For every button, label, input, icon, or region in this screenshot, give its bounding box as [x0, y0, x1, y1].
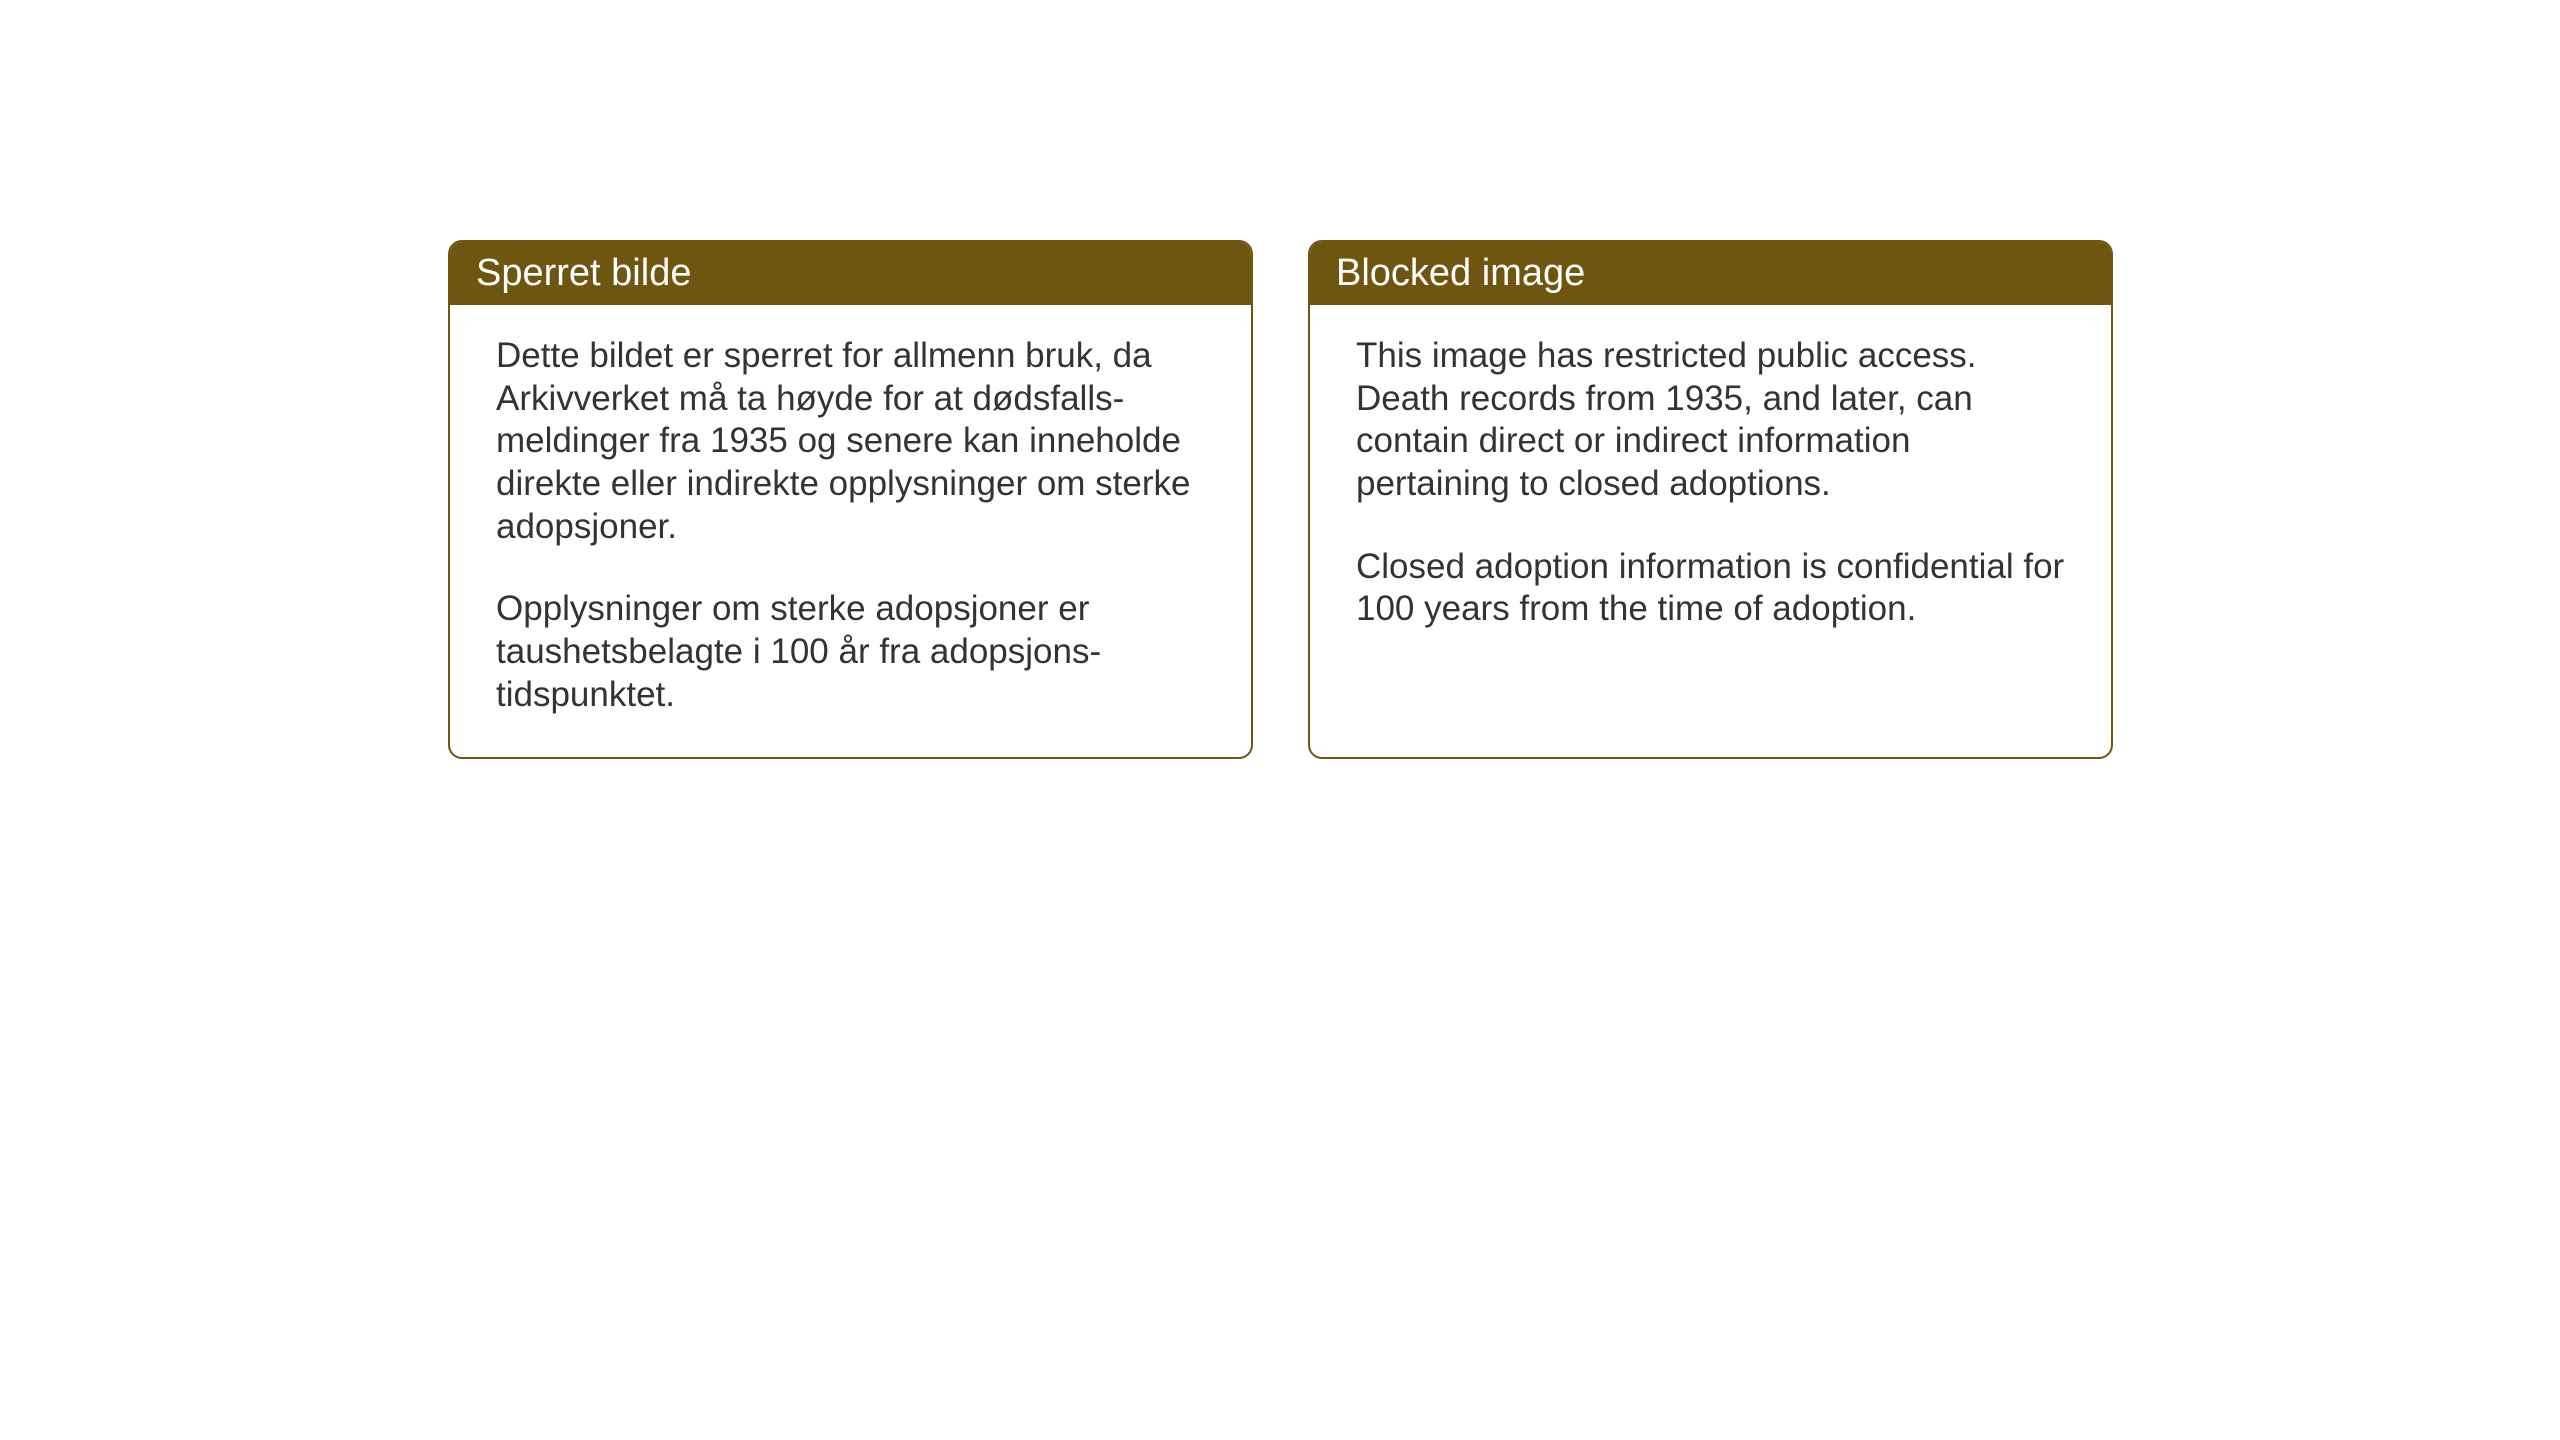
- norwegian-card-body: Dette bildet er sperret for allmenn bruk…: [450, 305, 1251, 757]
- english-notice-card: Blocked image This image has restricted …: [1308, 240, 2113, 759]
- norwegian-notice-card: Sperret bilde Dette bildet er sperret fo…: [448, 240, 1253, 759]
- english-card-body: This image has restricted public access.…: [1310, 305, 2111, 671]
- english-paragraph-1: This image has restricted public access.…: [1356, 335, 2065, 506]
- norwegian-paragraph-1: Dette bildet er sperret for allmenn bruk…: [496, 335, 1205, 548]
- english-paragraph-2: Closed adoption information is confident…: [1356, 546, 2065, 631]
- notice-container: Sperret bilde Dette bildet er sperret fo…: [448, 240, 2113, 759]
- norwegian-card-title: Sperret bilde: [450, 242, 1251, 305]
- english-card-title: Blocked image: [1310, 242, 2111, 305]
- norwegian-paragraph-2: Opplysninger om sterke adopsjoner er tau…: [496, 588, 1205, 716]
